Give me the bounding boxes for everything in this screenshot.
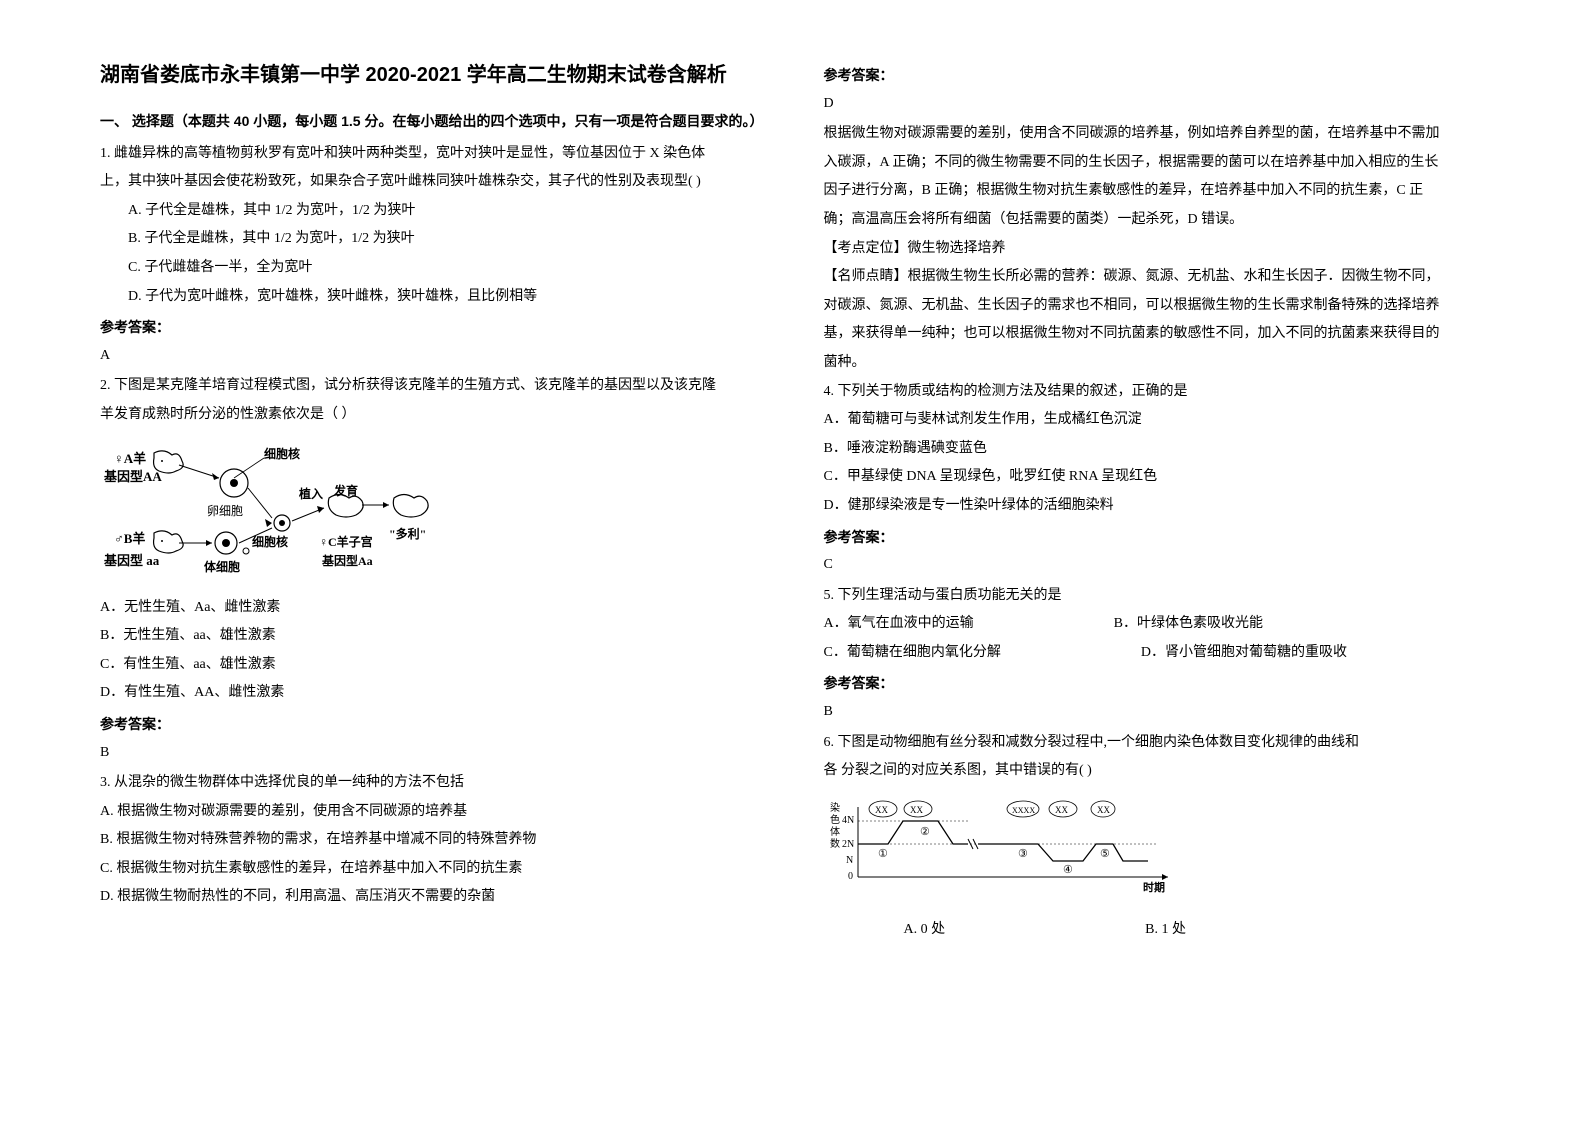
q1-option-c: C. 子代雌雄各一半，全为宽叶 — [100, 255, 764, 282]
label-sheep-b: ♂B羊 — [114, 531, 145, 546]
svg-text:XX: XX — [1097, 805, 1110, 815]
q5-option-c: C．葡萄糖在细胞内氧化分解 — [824, 640, 1001, 667]
q4-text: 4. 下列关于物质或结构的检测方法及结果的叙述，正确的是 — [824, 379, 1488, 406]
q3-option-a: A. 根据微生物对碳源需要的差别，使用含不同碳源的培养基 — [100, 799, 764, 826]
svg-text:XX: XX — [1055, 805, 1068, 815]
svg-text:N: N — [846, 855, 853, 866]
q6-diagram: 染 色 体 4N 数 2N N 0 XX XX — [824, 795, 1488, 903]
q2-answer: B — [100, 740, 764, 767]
chrom-icon-1: XX — [869, 801, 897, 817]
svg-text:色: 色 — [830, 813, 840, 826]
section-1-header: 一、 选择题（本题共 40 小题，每小题 1.5 分。在每小题给出的四个选项中，… — [100, 108, 764, 135]
circle-3: ③ — [1018, 848, 1028, 860]
q3-tag1: 【考点定位】微生物选择培养 — [824, 236, 1488, 263]
q3-exp-5: 对碳源、氮源、无机盐、生长因子的需求也不相同，可以根据微生物的生长需求制备特殊的… — [824, 293, 1488, 320]
label-genotype-c: 基因型Aa — [321, 553, 373, 568]
circle-2: ② — [920, 826, 930, 838]
q3-exp-2: 入碳源，A 正确；不同的微生物需要不同的生长因子，根据需要的菌可以在培养基中加入… — [824, 150, 1488, 177]
q3-exp-4: 确；高温高压会将所有细菌（包括需要的菌类）一起杀死，D 错误。 — [824, 207, 1488, 234]
label-sheep-c: ♀C羊子宫 — [319, 534, 373, 549]
q1-line1: 1. 雌雄异株的高等植物剪秋罗有宽叶和狭叶两种类型，宽叶对狭叶是显性，等位基因位… — [100, 141, 764, 168]
q3-answer-label: 参考答案： — [824, 62, 1488, 89]
circle-5: ⑤ — [1100, 848, 1110, 860]
xlabel: 时期 — [1143, 880, 1165, 894]
left-column: 湖南省娄底市永丰镇第一中学 2020-2021 学年高二生物期末试卷含解析 一、… — [100, 60, 764, 1062]
label-nucleus: 细胞核 — [264, 446, 300, 461]
chrom-icon-4: XX — [1049, 801, 1077, 817]
q1-option-d: D. 子代为宽叶雌株，宽叶雄株，狭叶雌株，狭叶雄株，且比例相等 — [100, 284, 764, 311]
chrom-icon-3: XXXX — [1007, 801, 1039, 817]
q3-exp-3: 因子进行分离，B 正确；根据微生物对抗生素敏感性的差异，在培养基中加入不同的抗生… — [824, 178, 1488, 205]
ylabel-title: 染 — [830, 801, 840, 814]
label-implant: 植入 — [298, 486, 323, 501]
q4-answer: C — [824, 552, 1488, 579]
svg-text:XX: XX — [875, 805, 888, 815]
q4-option-a: A．葡萄糖可与斐林试剂发生作用，生成橘红色沉淀 — [824, 407, 1488, 434]
chrom-icon-2: XX — [904, 801, 932, 817]
svg-text:0: 0 — [848, 871, 853, 882]
q1-answer: A — [100, 343, 764, 370]
svg-text:数: 数 — [830, 837, 840, 850]
q1-option-b: B. 子代全是雌株，其中 1/2 为宽叶，1/2 为狭叶 — [100, 226, 764, 253]
q3-option-c: C. 根据微生物对抗生素敏感性的差异，在培养基中加入不同的抗生素 — [100, 856, 764, 883]
q3-option-b: B. 根据微生物对特殊营养物的需求，在培养基中增减不同的特殊营养物 — [100, 827, 764, 854]
q6-line1: 6. 下图是动物细胞有丝分裂和减数分裂过程中,一个细胞内染色体数目变化规律的曲线… — [824, 730, 1488, 757]
label-egg: 卵细胞 — [207, 504, 243, 518]
label-genotype-b: 基因型 aa — [104, 553, 160, 568]
q2-line2: 羊发育成熟时所分泌的性激素依次是（ ） — [100, 402, 764, 429]
q5-answer-label: 参考答案： — [824, 670, 1488, 697]
q6-option-a: A. 0 处 — [904, 917, 946, 944]
q1-answer-label: 参考答案： — [100, 314, 764, 341]
q2-answer-label: 参考答案： — [100, 711, 764, 738]
q2-diagram: ♀A羊 基因型AA 卵细胞 细胞核 ♂B羊 基因型 aa 体 — [100, 439, 764, 587]
chrom-icon-5: XX — [1091, 801, 1115, 817]
svg-text:2N: 2N — [842, 839, 854, 850]
q4-option-d: D．健那绿染液是专一性染叶绿体的活细胞染料 — [824, 493, 1488, 520]
svg-text:XXXX: XXXX — [1012, 806, 1035, 815]
q2-option-a: A．无性生殖、Aa、雌性激素 — [100, 595, 764, 622]
q3-tag2: 【名师点睛】根据微生物生长所必需的营养：碳源、氮源、无机盐、水和生长因子．因微生… — [824, 264, 1488, 291]
exam-title: 湖南省娄底市永丰镇第一中学 2020-2021 学年高二生物期末试卷含解析 — [100, 60, 764, 90]
q2-line1: 2. 下图是某克隆羊培育过程模式图，试分析获得该克隆羊的生殖方式、该克隆羊的基因… — [100, 373, 764, 400]
q3-option-d: D. 根据微生物耐热性的不同，利用高温、高压消灭不需要的杂菌 — [100, 884, 764, 911]
q5-option-a: A．氧气在血液中的运输 — [824, 611, 974, 638]
label-develop: 发育 — [333, 483, 358, 498]
q2-option-b: B．无性生殖、aa、雄性激素 — [100, 623, 764, 650]
q6-option-b: B. 1 处 — [1145, 917, 1186, 944]
label-dolly: "多利" — [389, 526, 426, 541]
svg-text:体: 体 — [830, 826, 840, 838]
q1-option-a: A. 子代全是雄株，其中 1/2 为宽叶，1/2 为狭叶 — [100, 198, 764, 225]
q3-exp-1: 根据微生物对碳源需要的差别，使用含不同碳源的培养基，例如培养自养型的菌，在培养基… — [824, 121, 1488, 148]
svg-text:4N: 4N — [842, 815, 854, 826]
q1-line2: 上，其中狭叶基因会使花粉致死，如果杂合子宽叶雌株同狭叶雄株杂交，其子代的性别及表… — [100, 169, 764, 196]
circle-4: ④ — [1063, 864, 1073, 876]
q5-option-b: B．叶绿体色素吸收光能 — [1114, 611, 1263, 638]
label-sheep-a: ♀A羊 — [114, 451, 146, 466]
right-column: 参考答案： D 根据微生物对碳源需要的差别，使用含不同碳源的培养基，例如培养自养… — [824, 60, 1488, 1062]
q3-exp-6: 基，来获得单一纯种；也可以根据微生物对不同抗菌素的敏感性不同，加入不同的抗菌素来… — [824, 321, 1488, 348]
label-nucleus2: 细胞核 — [252, 534, 288, 549]
label-body-cell: 体细胞 — [204, 559, 240, 574]
q5-text: 5. 下列生理活动与蛋白质功能无关的是 — [824, 583, 1488, 610]
q2-option-c: C．有性生殖、aa、雄性激素 — [100, 652, 764, 679]
q5-option-d: D．肾小管细胞对葡萄糖的重吸收 — [1141, 640, 1347, 667]
q4-option-b: B．唾液淀粉酶遇碘变蓝色 — [824, 436, 1488, 463]
q5-answer: B — [824, 699, 1488, 726]
q4-answer-label: 参考答案： — [824, 524, 1488, 551]
circle-1: ① — [878, 848, 888, 860]
label-genotype-a: 基因型AA — [104, 469, 162, 484]
q2-option-d: D．有性生殖、AA、雌性激素 — [100, 680, 764, 707]
q3-text: 3. 从混杂的微生物群体中选择优良的单一纯种的方法不包括 — [100, 770, 764, 797]
q3-answer: D — [824, 91, 1488, 118]
q4-option-c: C．甲基绿使 DNA 呈现绿色，吡罗红使 RNA 呈现红色 — [824, 464, 1488, 491]
q6-line2: 各 分裂之间的对应关系图，其中错误的有( ) — [824, 758, 1488, 785]
svg-text:XX: XX — [910, 805, 923, 815]
q3-exp-7: 菌种。 — [824, 350, 1488, 377]
